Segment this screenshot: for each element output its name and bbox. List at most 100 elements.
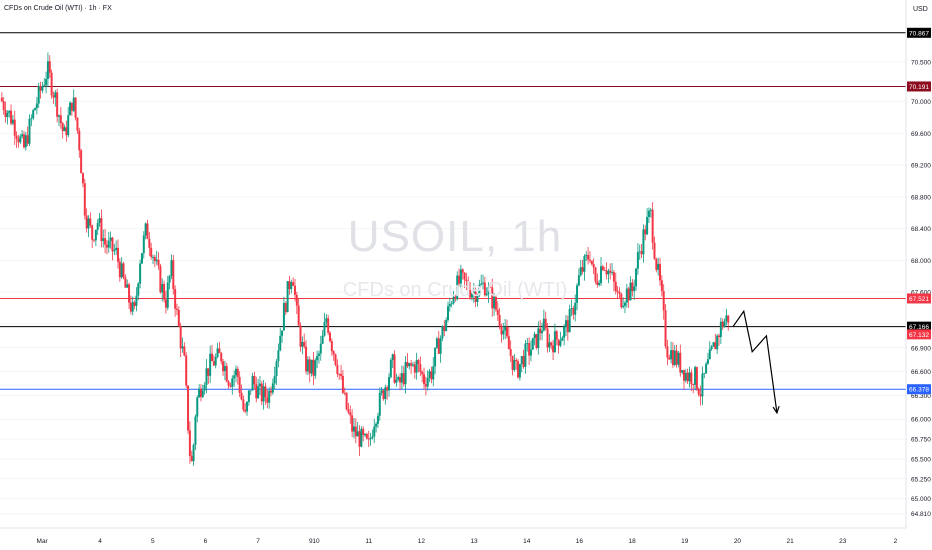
candle-body: [11, 119, 14, 124]
x-tick-label: 20: [734, 538, 742, 545]
candle-body: [203, 384, 206, 391]
candle-body: [441, 326, 444, 339]
candle-body: [120, 263, 123, 278]
candle-body: [635, 268, 638, 287]
candle-body: [0, 97, 3, 102]
candle-body: [128, 284, 131, 303]
candle-body: [292, 282, 295, 286]
x-tick-label: 18: [628, 538, 636, 545]
candle-body: [34, 108, 37, 111]
candle-body: [675, 350, 678, 365]
candle-body: [364, 433, 367, 436]
level-badge-label: 70.867: [909, 30, 929, 37]
candle-body: [214, 356, 217, 366]
candle-body: [671, 350, 674, 365]
candle-body: [345, 392, 348, 410]
level-badge: [907, 81, 931, 92]
candle-body: [277, 350, 280, 362]
candle-body: [603, 269, 606, 271]
candle-body: [526, 343, 529, 344]
candle-body: [222, 361, 225, 372]
candle-body: [627, 288, 630, 301]
candle-body: [264, 386, 267, 398]
candle-body: [293, 285, 296, 295]
candle-body: [544, 318, 547, 329]
candle-body: [126, 284, 129, 288]
candle-body: [234, 368, 237, 376]
candle-body: [301, 342, 304, 347]
candle-body: [174, 289, 177, 309]
candle-body: [129, 302, 132, 312]
x-tick-label: 6: [204, 538, 208, 545]
level-badge-label: 66.378: [909, 387, 929, 394]
candle-body: [225, 366, 228, 382]
candle-body: [550, 342, 553, 346]
candle-body: [37, 85, 40, 104]
level-badge: [907, 293, 931, 304]
y-tick-label: 65.000: [911, 496, 931, 503]
candle-body: [78, 130, 81, 151]
candle-body: [561, 337, 564, 341]
projection-line[interactable]: [732, 309, 778, 413]
currency-label[interactable]: USD: [913, 6, 928, 13]
candle-body: [76, 117, 79, 131]
x-tick-label: 4: [98, 538, 102, 545]
candle-body: [515, 360, 518, 362]
candle-body: [238, 377, 241, 393]
candle-body: [131, 302, 134, 312]
price-badge-label: 67.132: [909, 332, 929, 339]
y-tick-label: 66.000: [911, 417, 931, 424]
candle-body: [107, 240, 110, 248]
candle-body: [185, 355, 188, 386]
candle-body: [135, 295, 138, 306]
candle-body: [616, 291, 619, 293]
candle-body: [30, 118, 33, 119]
candle-body: [236, 368, 239, 378]
candle-body: [255, 384, 258, 399]
candle-body: [612, 272, 615, 282]
candle-body: [341, 375, 344, 393]
candle-body: [102, 238, 105, 242]
candle-body: [393, 354, 396, 383]
candle-body: [347, 409, 350, 413]
candle-body: [478, 284, 481, 296]
candle-body: [2, 101, 5, 111]
candle-body: [376, 415, 379, 424]
candle-body: [432, 366, 435, 380]
candle-body: [708, 349, 711, 360]
candle-body: [288, 281, 291, 289]
candle-body: [316, 355, 319, 361]
candle-body: [555, 331, 558, 340]
candle-body: [618, 291, 621, 294]
candle-body: [531, 338, 534, 350]
candle-body: [605, 270, 608, 275]
candle-body: [489, 286, 492, 288]
candle-body: [611, 272, 614, 273]
candle-body: [275, 361, 278, 377]
candle-body: [529, 349, 532, 356]
candle-body: [507, 336, 510, 350]
candle-body: [660, 280, 663, 292]
candle-body: [325, 318, 328, 323]
candle-body: [10, 110, 13, 124]
level-badge-label: 70.191: [909, 84, 929, 91]
candle-body: [282, 303, 285, 331]
candle-body: [72, 97, 75, 111]
x-tick-label: 21: [786, 538, 794, 545]
candle-body: [694, 367, 697, 385]
candle-body: [367, 438, 370, 440]
candle-body: [190, 455, 193, 462]
candle-body: [194, 416, 197, 446]
x-tick-label: 9: [309, 538, 313, 545]
candle-body: [179, 326, 182, 349]
candle-body: [161, 284, 164, 293]
candle-body: [74, 97, 77, 118]
candle-body: [6, 112, 9, 118]
candle-body: [83, 183, 86, 216]
candle-body: [568, 309, 571, 333]
candle-body: [67, 115, 70, 136]
candle-body: [450, 303, 453, 305]
candle-body: [251, 375, 254, 391]
candle-body: [535, 334, 538, 348]
